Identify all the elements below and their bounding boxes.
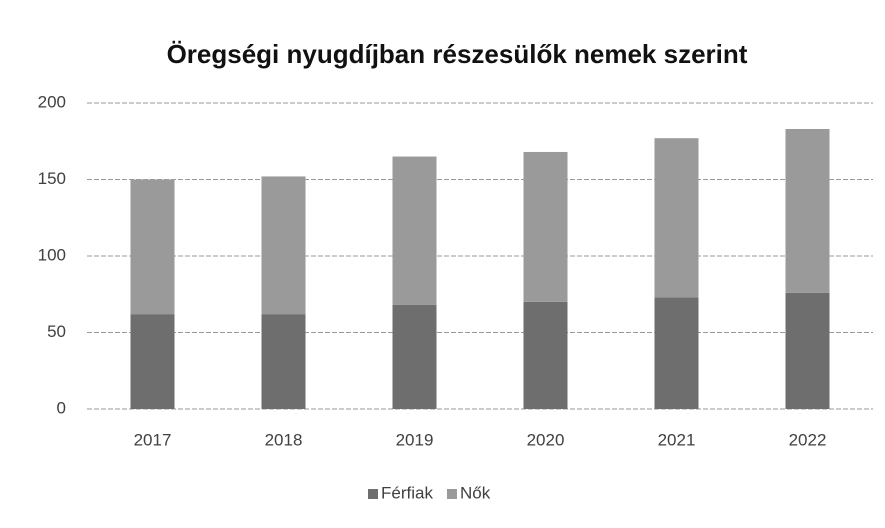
y-tick-label: 150 xyxy=(38,169,66,188)
bar-segment xyxy=(130,179,175,315)
legend-swatch xyxy=(368,489,378,499)
x-tick-label: 2019 xyxy=(396,430,434,449)
bar-segment xyxy=(654,138,699,298)
y-tick-label: 200 xyxy=(38,92,66,111)
legend-label: Férfiak xyxy=(381,483,433,502)
x-tick-label: 2018 xyxy=(265,430,303,449)
x-tick-label: 2022 xyxy=(789,430,827,449)
bar-segment xyxy=(785,129,830,293)
bar-segment xyxy=(785,292,830,409)
bar-segment xyxy=(261,314,306,409)
bar-segment xyxy=(261,176,306,315)
x-tick-label: 2021 xyxy=(658,430,696,449)
x-tick-label: 2020 xyxy=(527,430,565,449)
x-tick-label: 2017 xyxy=(134,430,172,449)
bar-segment xyxy=(392,304,437,409)
bar-segment xyxy=(523,301,568,409)
y-tick-label: 100 xyxy=(38,245,66,264)
bar-segment xyxy=(523,151,568,302)
y-tick-label: 50 xyxy=(47,322,66,341)
bar-segment xyxy=(130,314,175,409)
bar-segment xyxy=(654,297,699,409)
chart-title: Öregségi nyugdíjban részesülők nemek sze… xyxy=(167,39,748,69)
bar-segment xyxy=(392,156,437,305)
legend-label: Nők xyxy=(460,483,491,502)
y-tick-label: 0 xyxy=(57,398,66,417)
legend-swatch xyxy=(446,489,457,499)
